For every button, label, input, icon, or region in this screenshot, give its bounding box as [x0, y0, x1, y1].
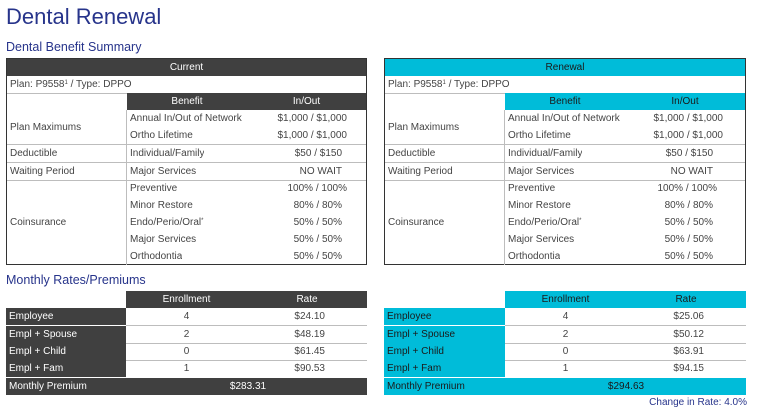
- benefit-value: 50% / 50%: [293, 234, 342, 245]
- renewal-plan-info: Plan: P95581 / Type: DPPO: [388, 79, 510, 90]
- monthly-premium-label: Monthly Premium: [387, 381, 465, 392]
- page-title: Dental Renewal: [6, 4, 162, 29]
- benefit-name: Preventive: [508, 183, 556, 194]
- benefit-value: NO WAIT: [670, 166, 713, 177]
- current-col-benefit: Benefit: [127, 93, 247, 110]
- benefit-value: 100% / 100%: [657, 183, 718, 194]
- current-col-rate: Rate: [247, 291, 367, 308]
- group-label-plan-maximums: Plan Maximums: [388, 122, 460, 133]
- rate-value: $90.53: [294, 363, 325, 374]
- benefit-value: 80% / 80%: [664, 200, 713, 211]
- rate-value: $24.10: [294, 311, 325, 322]
- benefit-name: Major Services: [130, 166, 197, 177]
- benefit-summary-heading: Dental Benefit Summary: [6, 40, 142, 54]
- tier-label: Empl + Spouse: [6, 326, 126, 343]
- renewal-benefit-panel: Renewal Plan: P95581 / Type: DPPO Benefi…: [384, 58, 746, 265]
- current-col-enrollment: Enrollment: [126, 291, 247, 308]
- benefit-value: 50% / 50%: [293, 217, 342, 228]
- monthly-premium-label: Monthly Premium: [9, 381, 87, 392]
- benefit-name: Preventive: [130, 183, 178, 194]
- benefit-name: Major Services: [130, 234, 197, 245]
- rate-value: $48.19: [294, 329, 325, 340]
- benefit-value: $1,000 / $1,000: [277, 113, 347, 124]
- group-label-plan-maximums: Plan Maximums: [10, 122, 82, 133]
- tier-label: Empl + Spouse: [384, 326, 505, 343]
- benefit-value: $1,000 / $1,000: [653, 113, 723, 124]
- current-monthly-premium-value: $283.31: [229, 381, 267, 392]
- tier-label: Empl + Fam: [384, 360, 505, 377]
- group-label-waiting-period: Waiting Period: [10, 166, 75, 177]
- group-label-waiting-period: Waiting Period: [388, 166, 453, 177]
- group-label-coinsurance: Coinsurance: [10, 217, 67, 228]
- current-plan-info: Plan: P95581 / Type: DPPO: [10, 79, 132, 90]
- rate-value: $50.12: [673, 329, 704, 340]
- renewal-col-benefit: Benefit: [505, 93, 625, 110]
- benefit-name: Ortho Lifetime: [130, 130, 193, 141]
- benefit-value: $50 / $150: [294, 148, 342, 159]
- renewal-col-inout: In/Out: [625, 93, 745, 110]
- enrollment-count: 4: [562, 311, 569, 322]
- enrollment-count: 1: [183, 363, 190, 374]
- enrollment-count: 0: [562, 346, 569, 357]
- benefit-value: $50 / $150: [665, 148, 713, 159]
- benefit-name: Ortho Lifetime: [508, 130, 571, 141]
- benefit-value: 50% / 50%: [293, 251, 342, 262]
- benefit-name: Individual/Family: [508, 148, 583, 159]
- renewal-monthly-premium-row: Monthly Premium: [384, 378, 746, 395]
- benefit-name: Endo/Perio/Oral*: [130, 217, 204, 228]
- rate-value: $94.15: [673, 363, 704, 374]
- benefit-value: 50% / 50%: [664, 217, 713, 228]
- benefit-value: 50% / 50%: [664, 234, 713, 245]
- benefit-name: Minor Restore: [130, 200, 193, 211]
- tier-label: Empl + Child: [384, 343, 505, 360]
- current-benefit-panel: Current Plan: P95581 / Type: DPPO Benefi…: [6, 58, 367, 265]
- benefit-value: 80% / 80%: [293, 200, 342, 211]
- rate-value: $63.91: [673, 346, 704, 357]
- benefit-value: $1,000 / $1,000: [653, 130, 723, 141]
- benefit-name: Orthodontia: [508, 251, 561, 262]
- tier-label: Employee: [384, 308, 505, 325]
- group-label-coinsurance: Coinsurance: [388, 217, 445, 228]
- enrollment-count: 1: [562, 363, 569, 374]
- enrollment-count: 0: [183, 346, 190, 357]
- benefit-value: 100% / 100%: [287, 183, 348, 194]
- benefit-name: Orthodontia: [130, 251, 183, 262]
- benefit-value: 50% / 50%: [664, 251, 713, 262]
- benefit-name: Major Services: [508, 234, 575, 245]
- benefit-name: Individual/Family: [130, 148, 205, 159]
- tier-label: Empl + Child: [6, 343, 126, 360]
- change-in-rate: Change in Rate: 4.0%: [649, 397, 747, 408]
- benefit-name: Annual In/Out of Network: [130, 113, 242, 124]
- group-label-deductible: Deductible: [388, 148, 436, 159]
- renewal-monthly-premium-value: $294.63: [607, 381, 645, 392]
- current-header: Current: [7, 59, 366, 76]
- benefit-value: $1,000 / $1,000: [277, 130, 347, 141]
- enrollment-count: 2: [183, 329, 190, 340]
- current-col-inout: In/Out: [247, 93, 366, 110]
- benefit-name: Minor Restore: [508, 200, 571, 211]
- benefit-value: NO WAIT: [299, 166, 342, 177]
- benefit-name: Major Services: [508, 166, 575, 177]
- benefit-name: Endo/Perio/Oral*: [508, 217, 582, 228]
- enrollment-count: 2: [562, 329, 569, 340]
- rate-value: $61.45: [294, 346, 325, 357]
- tier-label: Employee: [6, 308, 126, 325]
- benefit-name: Annual In/Out of Network: [508, 113, 620, 124]
- renewal-header: Renewal: [385, 59, 745, 76]
- tier-label: Empl + Fam: [6, 360, 126, 377]
- renewal-col-enrollment: Enrollment: [505, 291, 626, 308]
- renewal-col-rate: Rate: [626, 291, 746, 308]
- enrollment-count: 4: [183, 311, 190, 322]
- rates-heading: Monthly Rates/Premiums: [6, 273, 146, 287]
- rate-value: $25.06: [673, 311, 704, 322]
- group-label-deductible: Deductible: [10, 148, 58, 159]
- current-monthly-premium-row: Monthly Premium: [6, 378, 367, 395]
